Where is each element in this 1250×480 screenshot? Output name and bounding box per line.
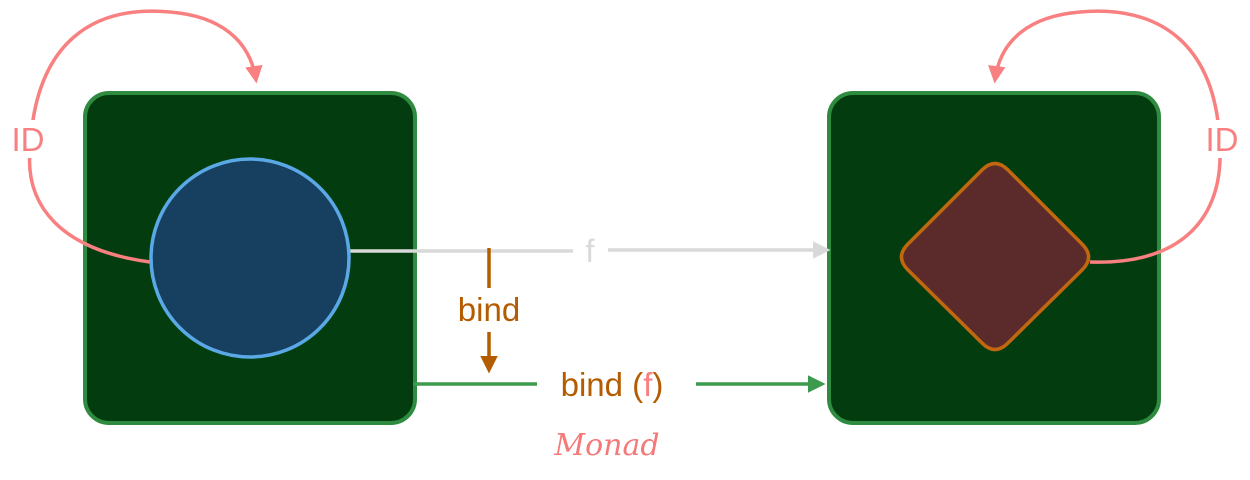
- map-arrow-label: f: [586, 233, 595, 269]
- bind-arrow-label: bind: [458, 291, 520, 328]
- right-identity-label-bg: [1200, 120, 1246, 158]
- left-identity-label-bg: [8, 120, 50, 158]
- bound-arrow-suffix: ): [652, 366, 663, 403]
- bound-arrow-prefix: bind (: [561, 366, 644, 403]
- right-identity-arrow: [988, 9, 1222, 264]
- left-identity-arrow: [27, 9, 263, 264]
- right-identity-label: ID: [1206, 121, 1239, 158]
- left-identity-label: ID: [12, 121, 45, 158]
- bound-arrow-function: f: [643, 366, 653, 403]
- target-object-diamond: [899, 161, 1091, 352]
- bound-arrow-label: bind (f): [561, 366, 664, 403]
- source-object-circle: [149, 157, 351, 359]
- diagram-caption: Monad: [553, 428, 659, 463]
